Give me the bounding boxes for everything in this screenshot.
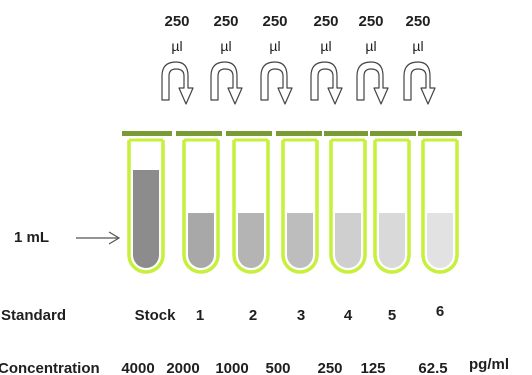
tube-outline	[127, 140, 165, 274]
transfer-arrows	[161, 61, 436, 105]
curved-arrow-icon	[310, 61, 343, 105]
curved-arrow-icon	[260, 61, 293, 105]
concentration-value: 2000	[166, 360, 199, 375]
tube-liquid	[238, 213, 264, 268]
transfer-unit: µl	[269, 38, 280, 54]
transfer-unit: µl	[220, 38, 231, 54]
concentration-value: 250	[317, 360, 342, 375]
transfer-labels: 250 250 250 250 250 250 µl µl µl µl µl µ…	[164, 13, 430, 54]
transfer-volume: 250	[405, 13, 430, 30]
standard-tube-label: 2	[249, 307, 257, 324]
tube-outline	[232, 140, 270, 274]
transfer-volume: 250	[213, 13, 238, 30]
transfer-unit: µl	[171, 38, 182, 54]
tube-liquid	[188, 213, 214, 268]
tube	[281, 138, 319, 274]
standard-tube-label: 1	[196, 307, 204, 324]
concentration-value: 500	[265, 360, 290, 375]
tube-rack	[127, 138, 459, 274]
tube-cap	[370, 131, 416, 136]
tube-outline	[329, 140, 367, 274]
curved-arrow-icon	[210, 61, 243, 105]
concentration-row-values: 4000 2000 1000 500 250 125 62.5	[121, 360, 447, 375]
standard-row-label: Standard	[1, 307, 66, 324]
tube-liquid	[427, 213, 453, 268]
transfer-volume: 250	[164, 13, 189, 30]
concentration-unit: pg/ml	[469, 356, 509, 373]
tube-cap	[226, 131, 272, 136]
curved-arrow-icon	[161, 61, 194, 105]
concentration-row-label: Concentration	[0, 360, 100, 375]
tube-cap	[418, 131, 462, 136]
transfer-unit: µl	[365, 38, 376, 54]
tube-liquid	[335, 213, 361, 268]
curved-arrow-icon	[403, 61, 436, 105]
transfer-volume: 250	[262, 13, 287, 30]
tube-cap	[176, 131, 222, 136]
standard-tube-label: 5	[388, 307, 396, 324]
tube-cap	[276, 131, 322, 136]
standard-tube-label: 6	[436, 303, 444, 320]
standard-tube-label: 3	[297, 307, 305, 324]
tube-outline	[421, 140, 459, 274]
standard-tube-label: Stock	[135, 307, 177, 324]
tube-outline	[281, 140, 319, 274]
tube	[232, 138, 270, 274]
transfer-unit: µl	[320, 38, 331, 54]
tube	[182, 138, 220, 274]
transfer-volume: 250	[358, 13, 383, 30]
tube	[127, 138, 165, 274]
tube	[373, 138, 411, 274]
concentration-value: 4000	[121, 360, 154, 375]
transfer-volume: 250	[313, 13, 338, 30]
stock-volume-arrow-icon	[76, 231, 121, 245]
concentration-value: 125	[360, 360, 385, 375]
tube-caps	[122, 131, 462, 136]
concentration-value: 62.5	[418, 360, 447, 375]
concentration-value: 1000	[215, 360, 248, 375]
tube	[329, 138, 367, 274]
tube-outline	[182, 140, 220, 274]
tube-liquid	[287, 213, 313, 268]
transfer-unit: µl	[412, 38, 423, 54]
tube-outline	[373, 140, 411, 274]
stock-volume-label: 1 mL	[14, 229, 49, 246]
tube	[421, 138, 459, 274]
curved-arrow-icon	[356, 61, 389, 105]
tube-cap	[324, 131, 368, 136]
standard-row-tubes: Stock 1 2 3 4 5 6	[135, 303, 445, 324]
tube-cap	[122, 131, 172, 136]
standard-tube-label: 4	[344, 307, 353, 324]
tube-liquid	[379, 213, 405, 268]
tube-liquid	[133, 170, 159, 268]
